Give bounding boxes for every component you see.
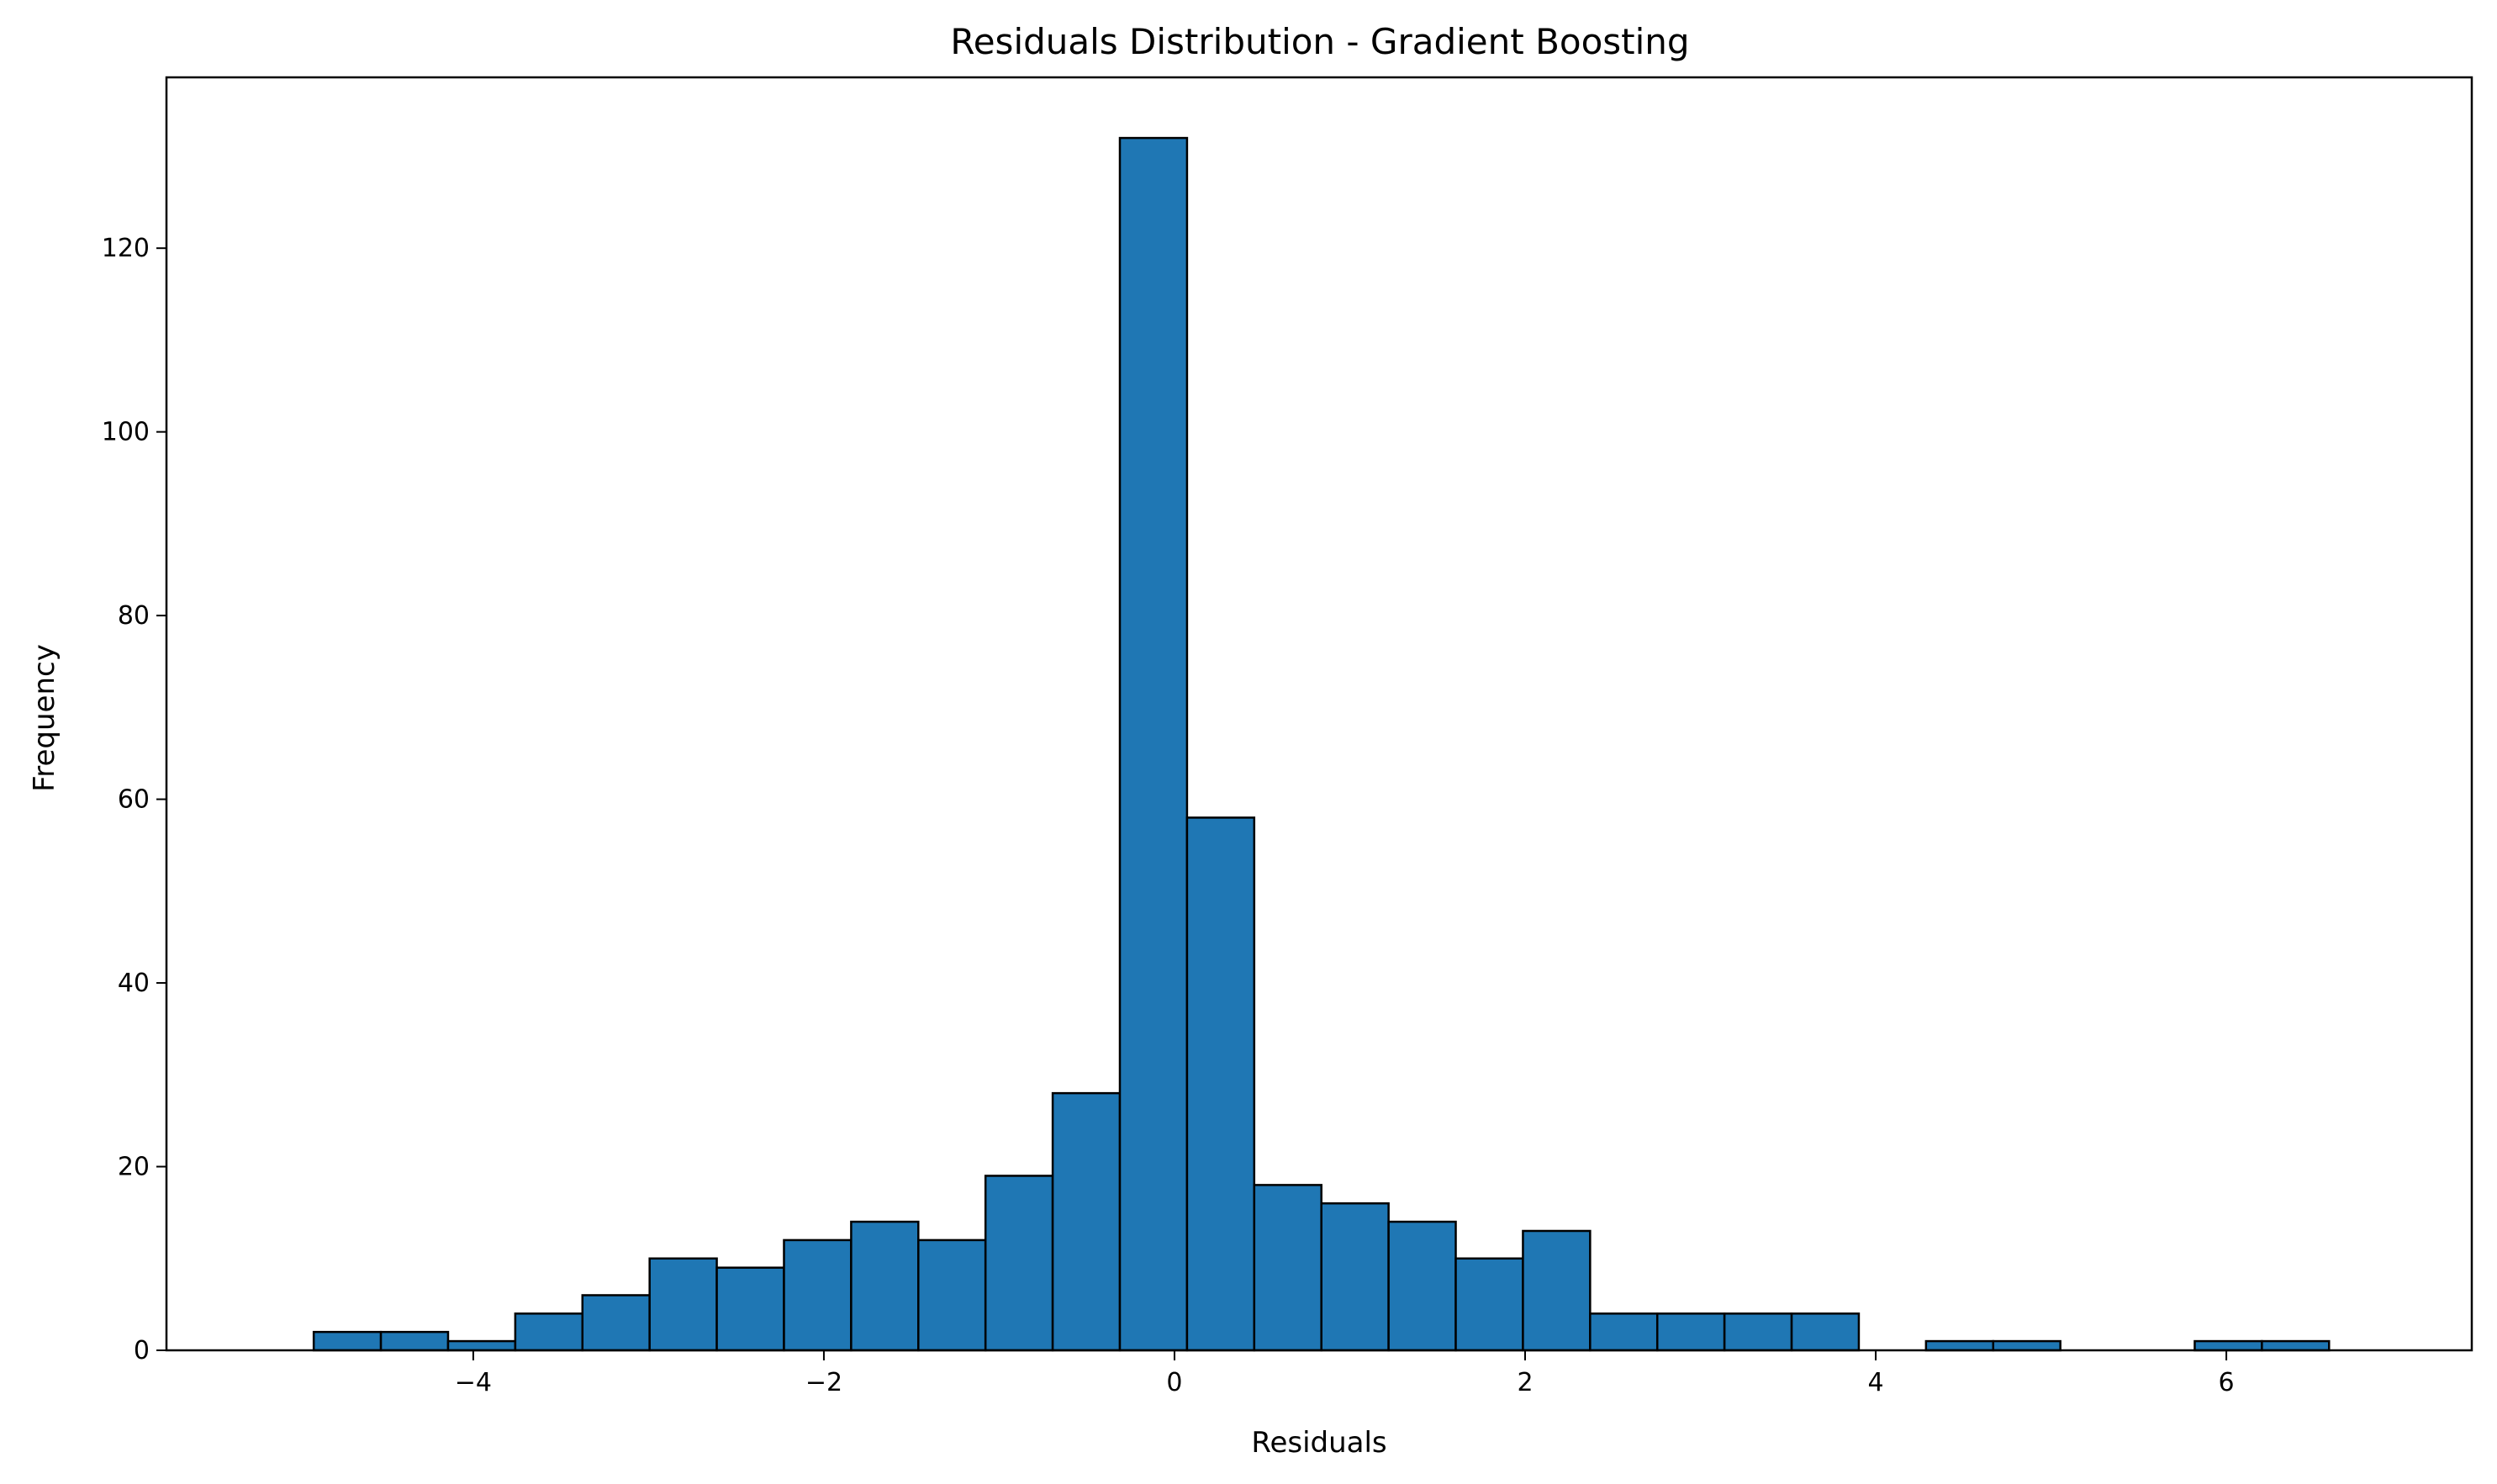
histogram-bar bbox=[1387, 1220, 1457, 1352]
y-tick-label: 80 bbox=[118, 601, 150, 631]
y-tick-label: 40 bbox=[118, 969, 150, 998]
x-axis-label: Residuals bbox=[1251, 1426, 1386, 1460]
histogram-bar bbox=[1655, 1312, 1726, 1352]
histogram-bar bbox=[1118, 136, 1189, 1352]
histogram-bar bbox=[1992, 1339, 2061, 1352]
x-tick-label: 2 bbox=[1517, 1368, 1533, 1397]
histogram-bar bbox=[581, 1294, 651, 1352]
histogram-bar bbox=[715, 1266, 785, 1352]
y-axis-label: Frequency bbox=[28, 644, 61, 792]
histogram-bar bbox=[1522, 1229, 1592, 1352]
x-tick-label: 0 bbox=[1166, 1368, 1182, 1397]
x-tick-label: 6 bbox=[2219, 1368, 2235, 1397]
histogram-bar bbox=[1051, 1091, 1122, 1352]
plot-frame bbox=[165, 76, 2473, 1352]
histogram-bar bbox=[2193, 1339, 2263, 1352]
histogram-bar bbox=[648, 1257, 718, 1352]
histogram-bar bbox=[1723, 1312, 1793, 1352]
histogram-bar bbox=[1589, 1312, 1659, 1352]
histogram-bar bbox=[1454, 1257, 1524, 1352]
y-tick-label: 100 bbox=[102, 418, 150, 447]
histogram-bar bbox=[1320, 1201, 1390, 1352]
y-tick-label: 20 bbox=[118, 1153, 150, 1182]
x-axis: −4 −2 0 2 4 6 bbox=[455, 1350, 2235, 1397]
x-tick-label: 4 bbox=[1867, 1368, 1883, 1397]
histogram-bar bbox=[446, 1339, 517, 1352]
y-axis: 0 20 40 60 80 100 120 bbox=[102, 234, 166, 1365]
histogram-bar bbox=[312, 1330, 383, 1352]
histogram-bar bbox=[917, 1238, 987, 1352]
histogram-bar bbox=[783, 1238, 853, 1352]
x-tick-label: −4 bbox=[455, 1368, 492, 1397]
y-tick-label: 0 bbox=[134, 1336, 150, 1365]
histogram-bar bbox=[1185, 816, 1256, 1352]
bars-group bbox=[312, 136, 2331, 1352]
x-tick-label: −2 bbox=[805, 1368, 842, 1397]
histogram-bar bbox=[1790, 1312, 1861, 1352]
histogram-bar bbox=[514, 1312, 584, 1352]
histogram-bar bbox=[1924, 1339, 1994, 1352]
histogram-bar bbox=[850, 1220, 920, 1352]
histogram-bar bbox=[379, 1330, 450, 1352]
histogram-bar bbox=[984, 1175, 1054, 1352]
chart-title: Residuals Distribution - Gradient Boosti… bbox=[950, 21, 1689, 62]
histogram-bar bbox=[2261, 1339, 2331, 1352]
y-tick-label: 120 bbox=[102, 234, 150, 263]
histogram-bar bbox=[1253, 1184, 1322, 1352]
y-tick-label: 60 bbox=[118, 785, 150, 815]
